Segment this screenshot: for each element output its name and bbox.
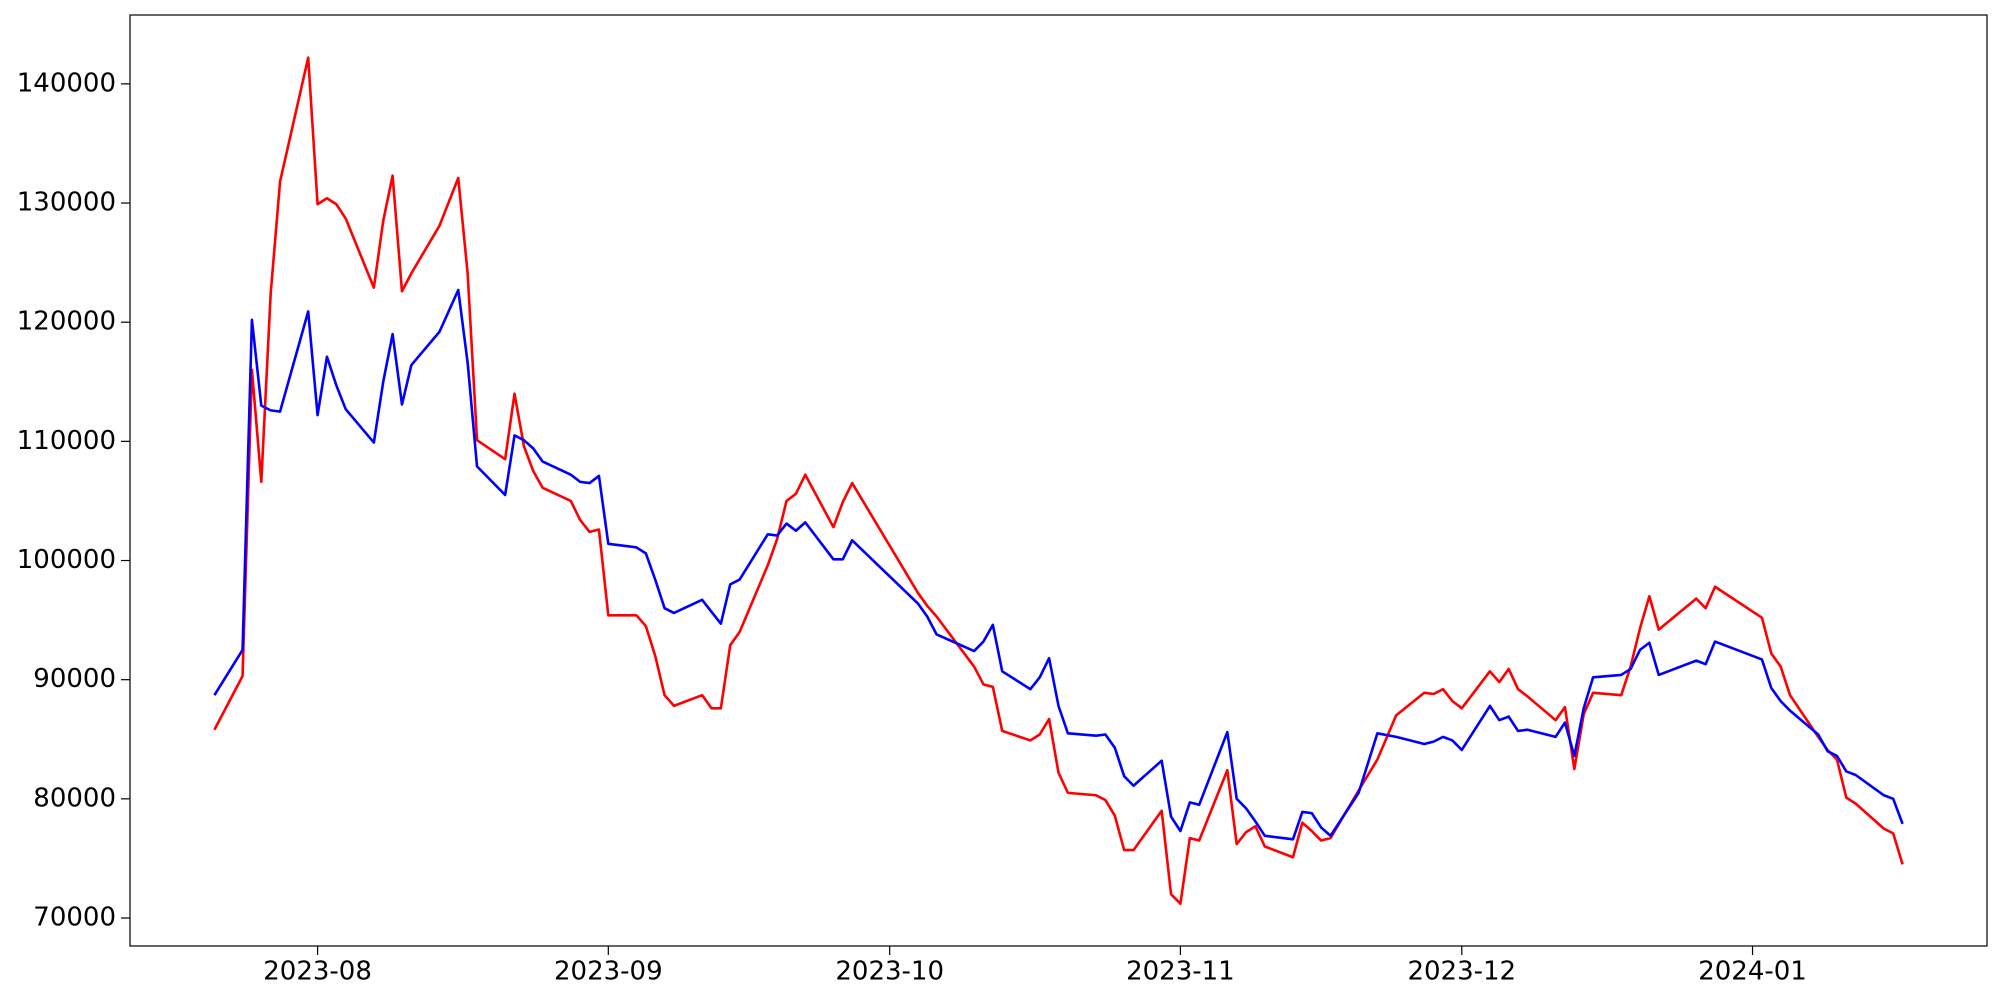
x-tick-label: 2023-08 <box>263 957 372 987</box>
line-series <box>213 288 1904 841</box>
y-tick-label: 100000 <box>17 545 116 575</box>
y-tick-label: 110000 <box>17 426 116 456</box>
y-tick-label: 120000 <box>17 307 116 337</box>
y-tick-label: 130000 <box>17 188 116 218</box>
y-tick-label: 80000 <box>33 783 116 813</box>
x-tick-label: 2024-01 <box>1698 957 1807 987</box>
x-tick-label: 2023-11 <box>1126 957 1235 987</box>
x-tick-label: 2023-12 <box>1407 957 1516 987</box>
y-tick-label: 140000 <box>17 68 116 98</box>
line-series <box>213 56 1904 905</box>
y-tick-label: 90000 <box>33 664 116 694</box>
y-tick-label: 70000 <box>33 902 116 932</box>
x-tick-label: 2023-09 <box>554 957 663 987</box>
x-tick-label: 2023-10 <box>835 957 944 987</box>
plot-frame <box>129 14 1988 947</box>
